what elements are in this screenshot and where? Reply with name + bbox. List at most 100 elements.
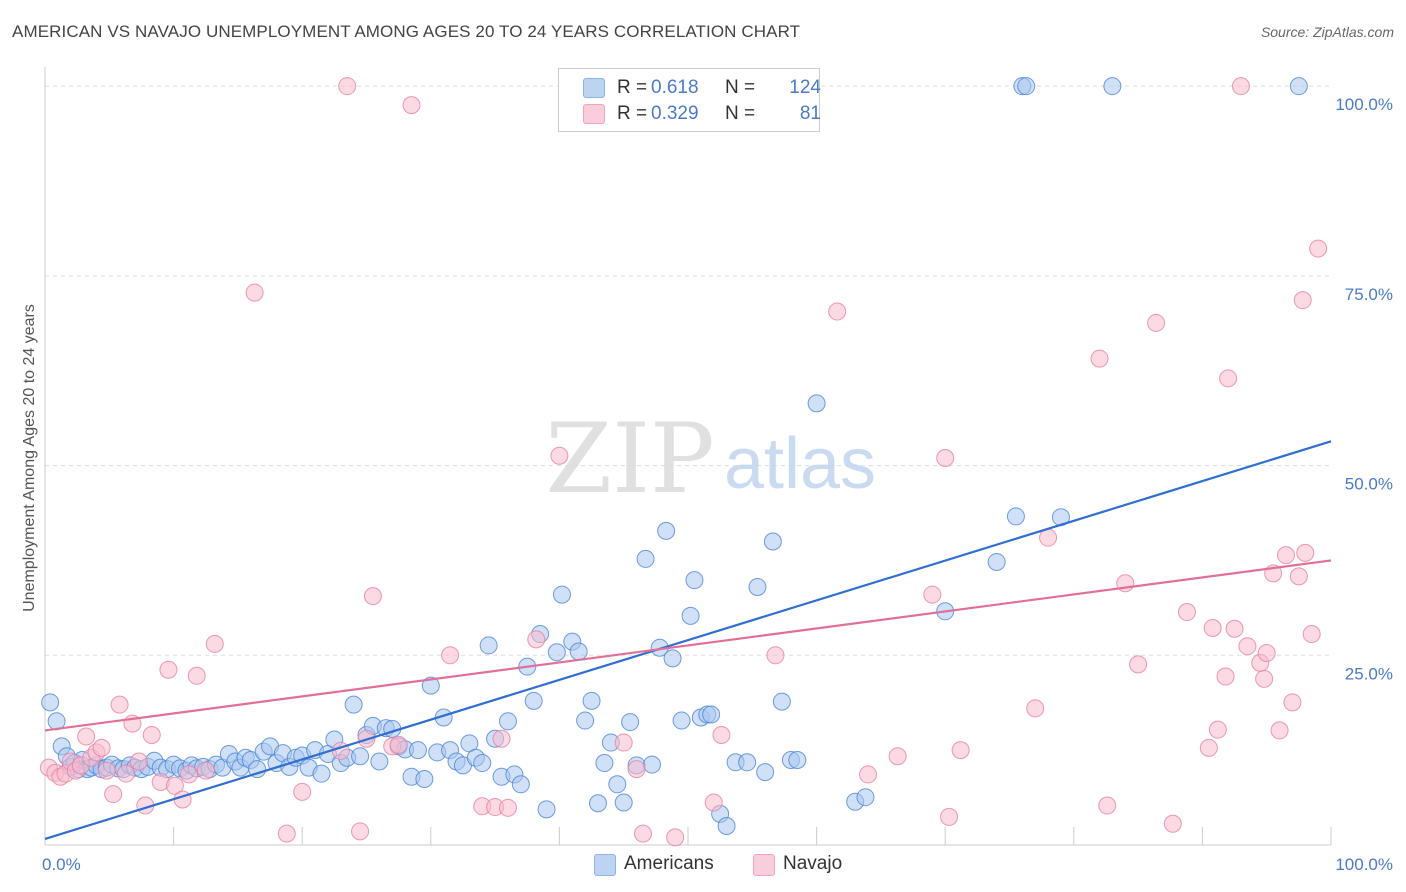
y-tick-label: 75.0% [1345, 285, 1393, 304]
data-point [1103, 77, 1122, 96]
data-point [473, 754, 492, 773]
series-legend-swatch-navajo [753, 854, 775, 876]
data-point [389, 735, 408, 754]
data-point [1017, 77, 1036, 96]
data-point [1309, 239, 1328, 258]
tick-labels: 25.0% 50.0% 75.0% 100.0% 0.0% 100.0% [42, 95, 1393, 874]
data-point [1225, 619, 1244, 638]
source-label: Source: ZipAtlas.com [1260, 24, 1394, 40]
watermark-atlas: atlas [724, 424, 876, 504]
data-point [1293, 291, 1312, 310]
data-point [923, 585, 942, 604]
series-legend-label-navajo: Navajo [783, 853, 843, 874]
data-point [441, 646, 460, 665]
data-point [685, 571, 704, 590]
data-point [248, 760, 267, 779]
data-point [712, 725, 731, 744]
data-point [1257, 644, 1276, 663]
data-point [828, 302, 847, 321]
data-point [702, 705, 721, 724]
data-point [807, 394, 826, 413]
data-point [951, 741, 970, 760]
series-legend-swatch-americans [594, 854, 616, 876]
data-point [582, 691, 601, 710]
data-point [492, 729, 511, 748]
data-point [351, 747, 370, 766]
data-point [569, 642, 588, 661]
data-point [1270, 721, 1289, 740]
data-point [576, 711, 595, 730]
data-point [245, 283, 264, 302]
data-point [888, 747, 907, 766]
data-point [104, 785, 123, 804]
series-legend: Americans Navajo [0, 852, 1406, 878]
data-point [41, 693, 60, 712]
data-point [402, 96, 421, 115]
data-point [1129, 655, 1148, 674]
data-point [129, 752, 148, 771]
data-point [859, 765, 878, 784]
data-point [117, 764, 136, 783]
data-point [738, 753, 757, 772]
data-point [766, 646, 785, 665]
data-point [1238, 637, 1257, 656]
watermark-zip: ZIP [545, 403, 714, 515]
data-point [672, 711, 691, 730]
y-tick-label: 25.0% [1345, 664, 1393, 683]
data-point [936, 449, 955, 467]
data-point [370, 752, 389, 771]
x-tick-label: 0.0% [42, 855, 81, 874]
series-legend-label-americans: Americans [624, 853, 714, 874]
data-point [856, 788, 875, 807]
data-point [344, 695, 363, 714]
data-point [97, 761, 116, 780]
legend-r-label: R = [617, 77, 648, 98]
data-point [550, 446, 569, 465]
data-point [196, 761, 215, 780]
data-point [666, 828, 685, 847]
data-point [1163, 814, 1182, 833]
data-point [663, 649, 682, 668]
legend-r-value: 0.329 [651, 103, 699, 124]
data-point [1231, 77, 1250, 96]
axes [44, 67, 1332, 846]
data-point [408, 741, 427, 760]
data-point [165, 776, 184, 795]
data-point [187, 666, 206, 685]
legend-swatch-navajo [583, 104, 605, 124]
legend-r-label: R = [617, 103, 648, 124]
legend-n-value: 124 [789, 77, 821, 98]
data-point [1289, 77, 1308, 96]
y-tick-label: 100.0% [1335, 95, 1393, 114]
legend-n-label: N = [725, 103, 756, 124]
data-point [1283, 693, 1302, 712]
legend-n-value: 81 [799, 103, 821, 124]
data-point [987, 552, 1006, 571]
data-point [277, 824, 296, 843]
watermark: ZIP atlas [545, 403, 876, 515]
data-point [1302, 625, 1321, 644]
data-point [1296, 543, 1315, 562]
data-point [351, 822, 370, 841]
data-point [1199, 738, 1218, 757]
data-point [205, 634, 224, 653]
data-point [1208, 720, 1227, 739]
data-point [1006, 507, 1025, 526]
data-point [756, 763, 775, 782]
data-point [498, 712, 517, 731]
series-americans-points [41, 77, 1308, 836]
data-point [748, 578, 767, 596]
data-point [1216, 667, 1235, 686]
data-point [788, 751, 807, 770]
data-point [547, 643, 566, 662]
data-point [1255, 669, 1274, 688]
data-point [524, 691, 543, 710]
data-point [142, 725, 161, 744]
data-point [1090, 349, 1109, 368]
data-point [642, 755, 661, 774]
grid-lines [45, 85, 1331, 656]
data-point [1098, 796, 1117, 815]
data-point [772, 692, 791, 711]
data-point [621, 713, 640, 732]
